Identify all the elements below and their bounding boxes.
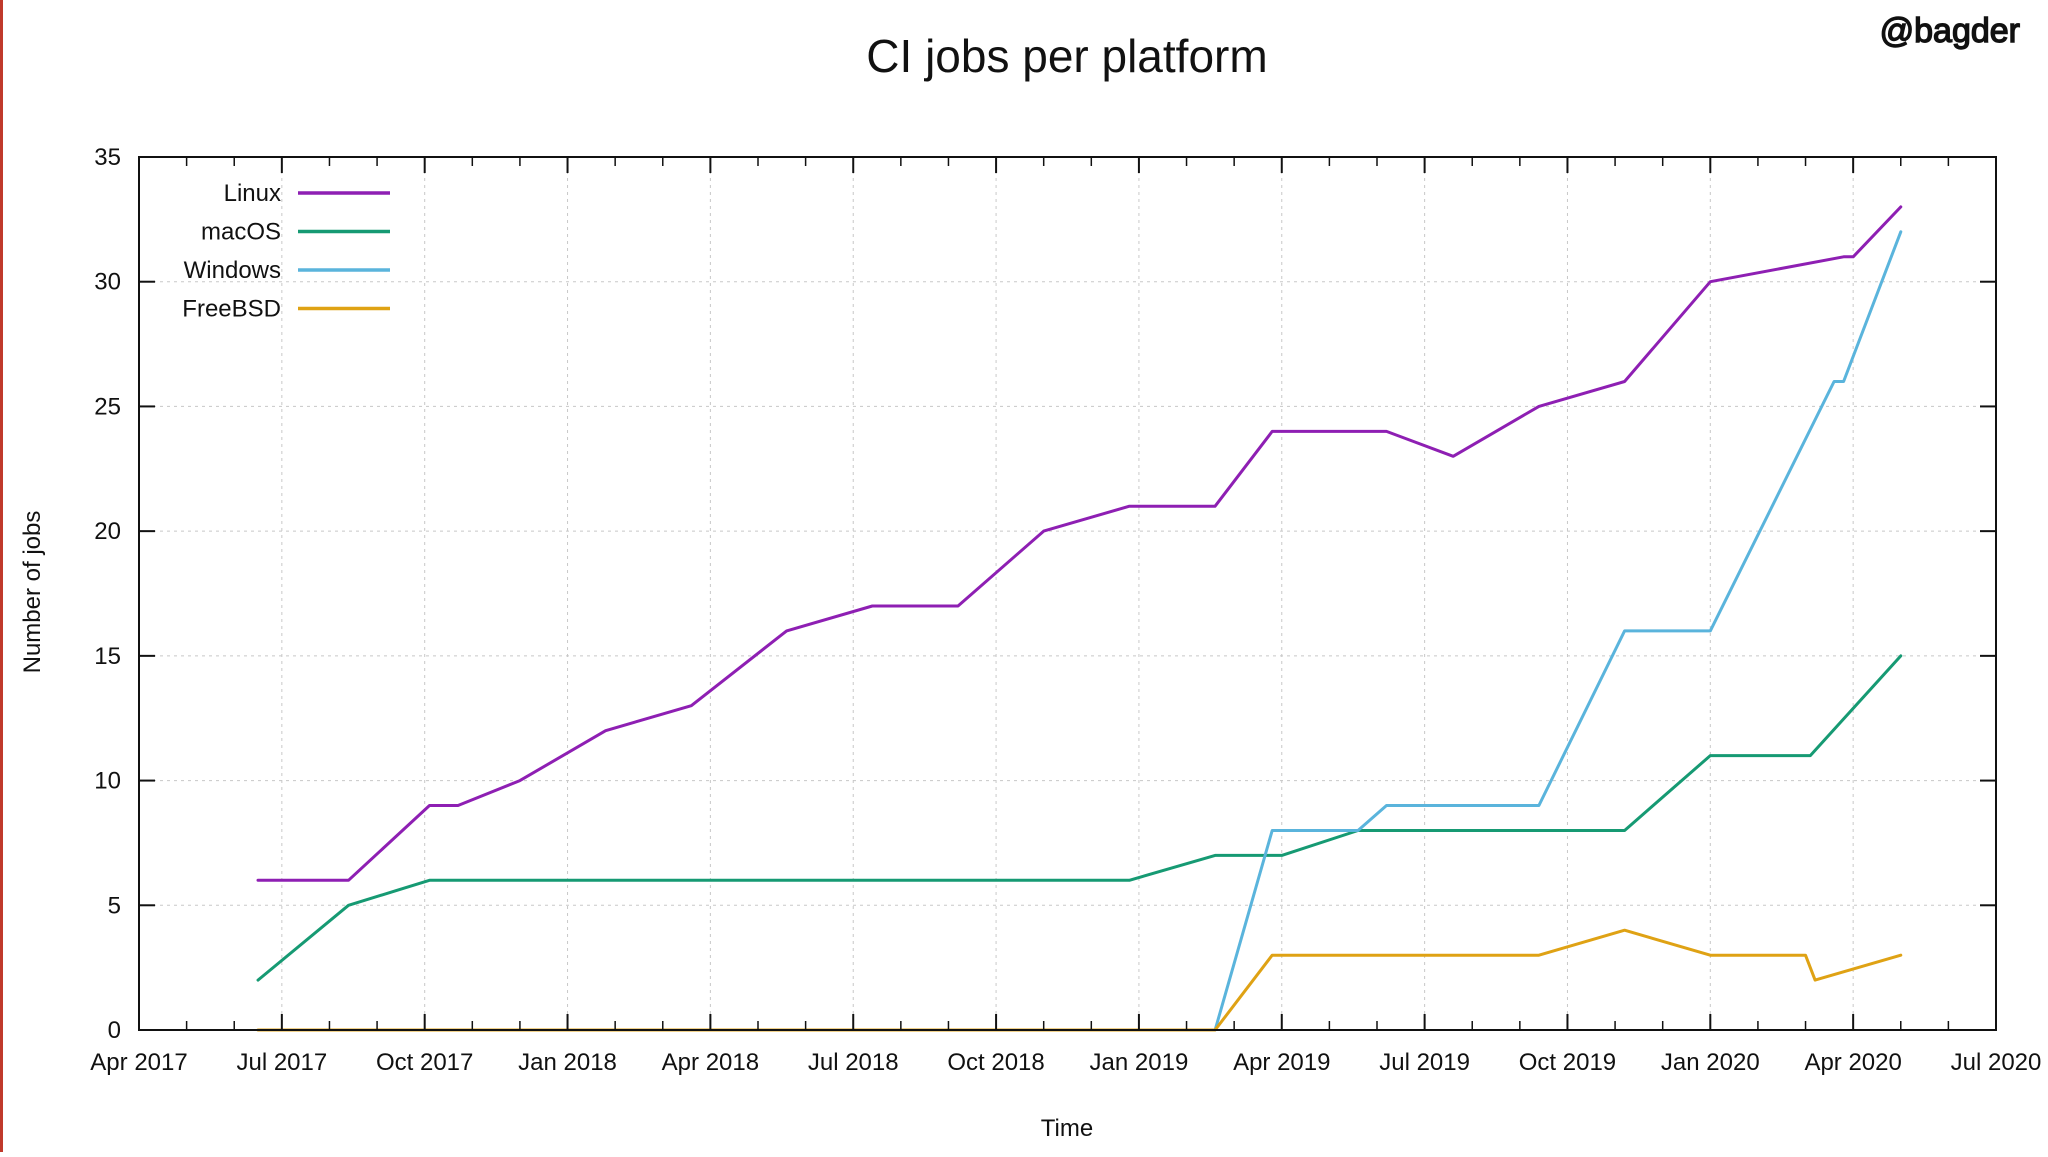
y-tick-label: 30 [94,269,121,296]
x-tick-label: Jul 2020 [1951,1049,2042,1076]
x-tick-label: Oct 2019 [1519,1049,1616,1076]
y-tick-label: 35 [94,144,121,171]
x-tick-label: Jan 2020 [1661,1049,1760,1076]
x-tick-label: Jul 2019 [1379,1049,1470,1076]
x-tick-label: Oct 2018 [947,1049,1044,1076]
x-tick-label: Jul 2017 [236,1049,327,1076]
y-tick-label: 20 [94,518,121,545]
legend-label-freebsd: FreeBSD [182,296,281,323]
x-tick-label: Jan 2019 [1090,1049,1189,1076]
y-tick-label: 0 [108,1017,121,1044]
chart-title: CI jobs per platform [866,30,1267,82]
legend: Linux macOS Windows FreeBSD [182,180,390,323]
series-line-windows [1213,230,1903,1032]
y-tick-label: 10 [94,768,121,795]
x-axis-label: Time [1041,1115,1093,1142]
legend-label-linux: Linux [224,180,281,207]
plot-frame [138,156,1997,1031]
x-tick-label: Apr 2017 [90,1049,187,1076]
legend-label-windows: Windows [184,257,281,284]
legend-label-macos: macOS [201,219,281,246]
x-tick-label: Oct 2017 [376,1049,473,1076]
x-tick-label: Apr 2020 [1804,1049,1901,1076]
y-tick-label: 15 [94,643,121,670]
series-line-macos [256,654,1903,982]
y-axis-label: Number of jobs [19,511,46,674]
axis-ticks: 0 5 10 15 20 25 30 35 Apr 2017 Jul 2017 Oct 2017 Ja… [90,144,2041,1076]
grid [139,157,1996,1030]
y-tick-label: 5 [108,892,121,919]
x-tick-label: Jan 2018 [518,1049,617,1076]
x-tick-label: Apr 2018 [662,1049,759,1076]
series-lines [256,205,1903,1032]
series-line-freebsd [256,928,1903,1032]
left-edge-stripe [0,0,3,1152]
series-line-linux [256,205,1903,882]
x-tick-label: Jul 2018 [808,1049,899,1076]
y-tick-label: 25 [94,393,121,420]
x-tick-label: Apr 2019 [1233,1049,1330,1076]
watermark: @bagder [1880,12,2020,50]
